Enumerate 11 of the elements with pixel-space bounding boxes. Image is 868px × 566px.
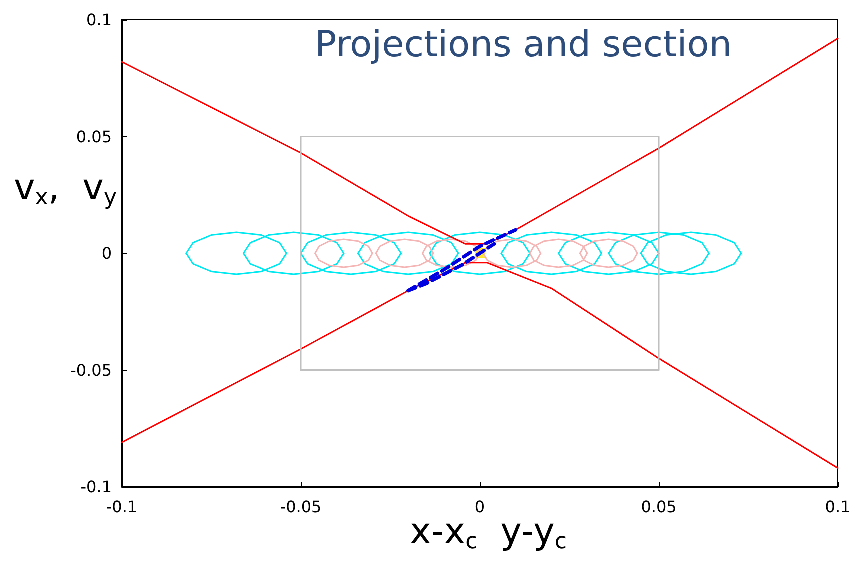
y-tick-label: -0.05 <box>70 360 112 380</box>
y-tick-label: -0.1 <box>80 478 112 496</box>
y-tick-label: 0.1 <box>86 10 112 30</box>
chart-title: Projections and section <box>315 24 732 66</box>
x-tick-label: 0 <box>474 498 486 516</box>
x-tick-label: -0.1 <box>106 498 138 516</box>
y-tick-label: 0.05 <box>76 127 112 146</box>
x-tick-label: 0.1 <box>825 498 851 516</box>
x-tick-label: 0.05 <box>641 498 677 516</box>
x-tick-label: -0.05 <box>280 498 322 516</box>
y-tick-label: 0 <box>102 244 112 263</box>
